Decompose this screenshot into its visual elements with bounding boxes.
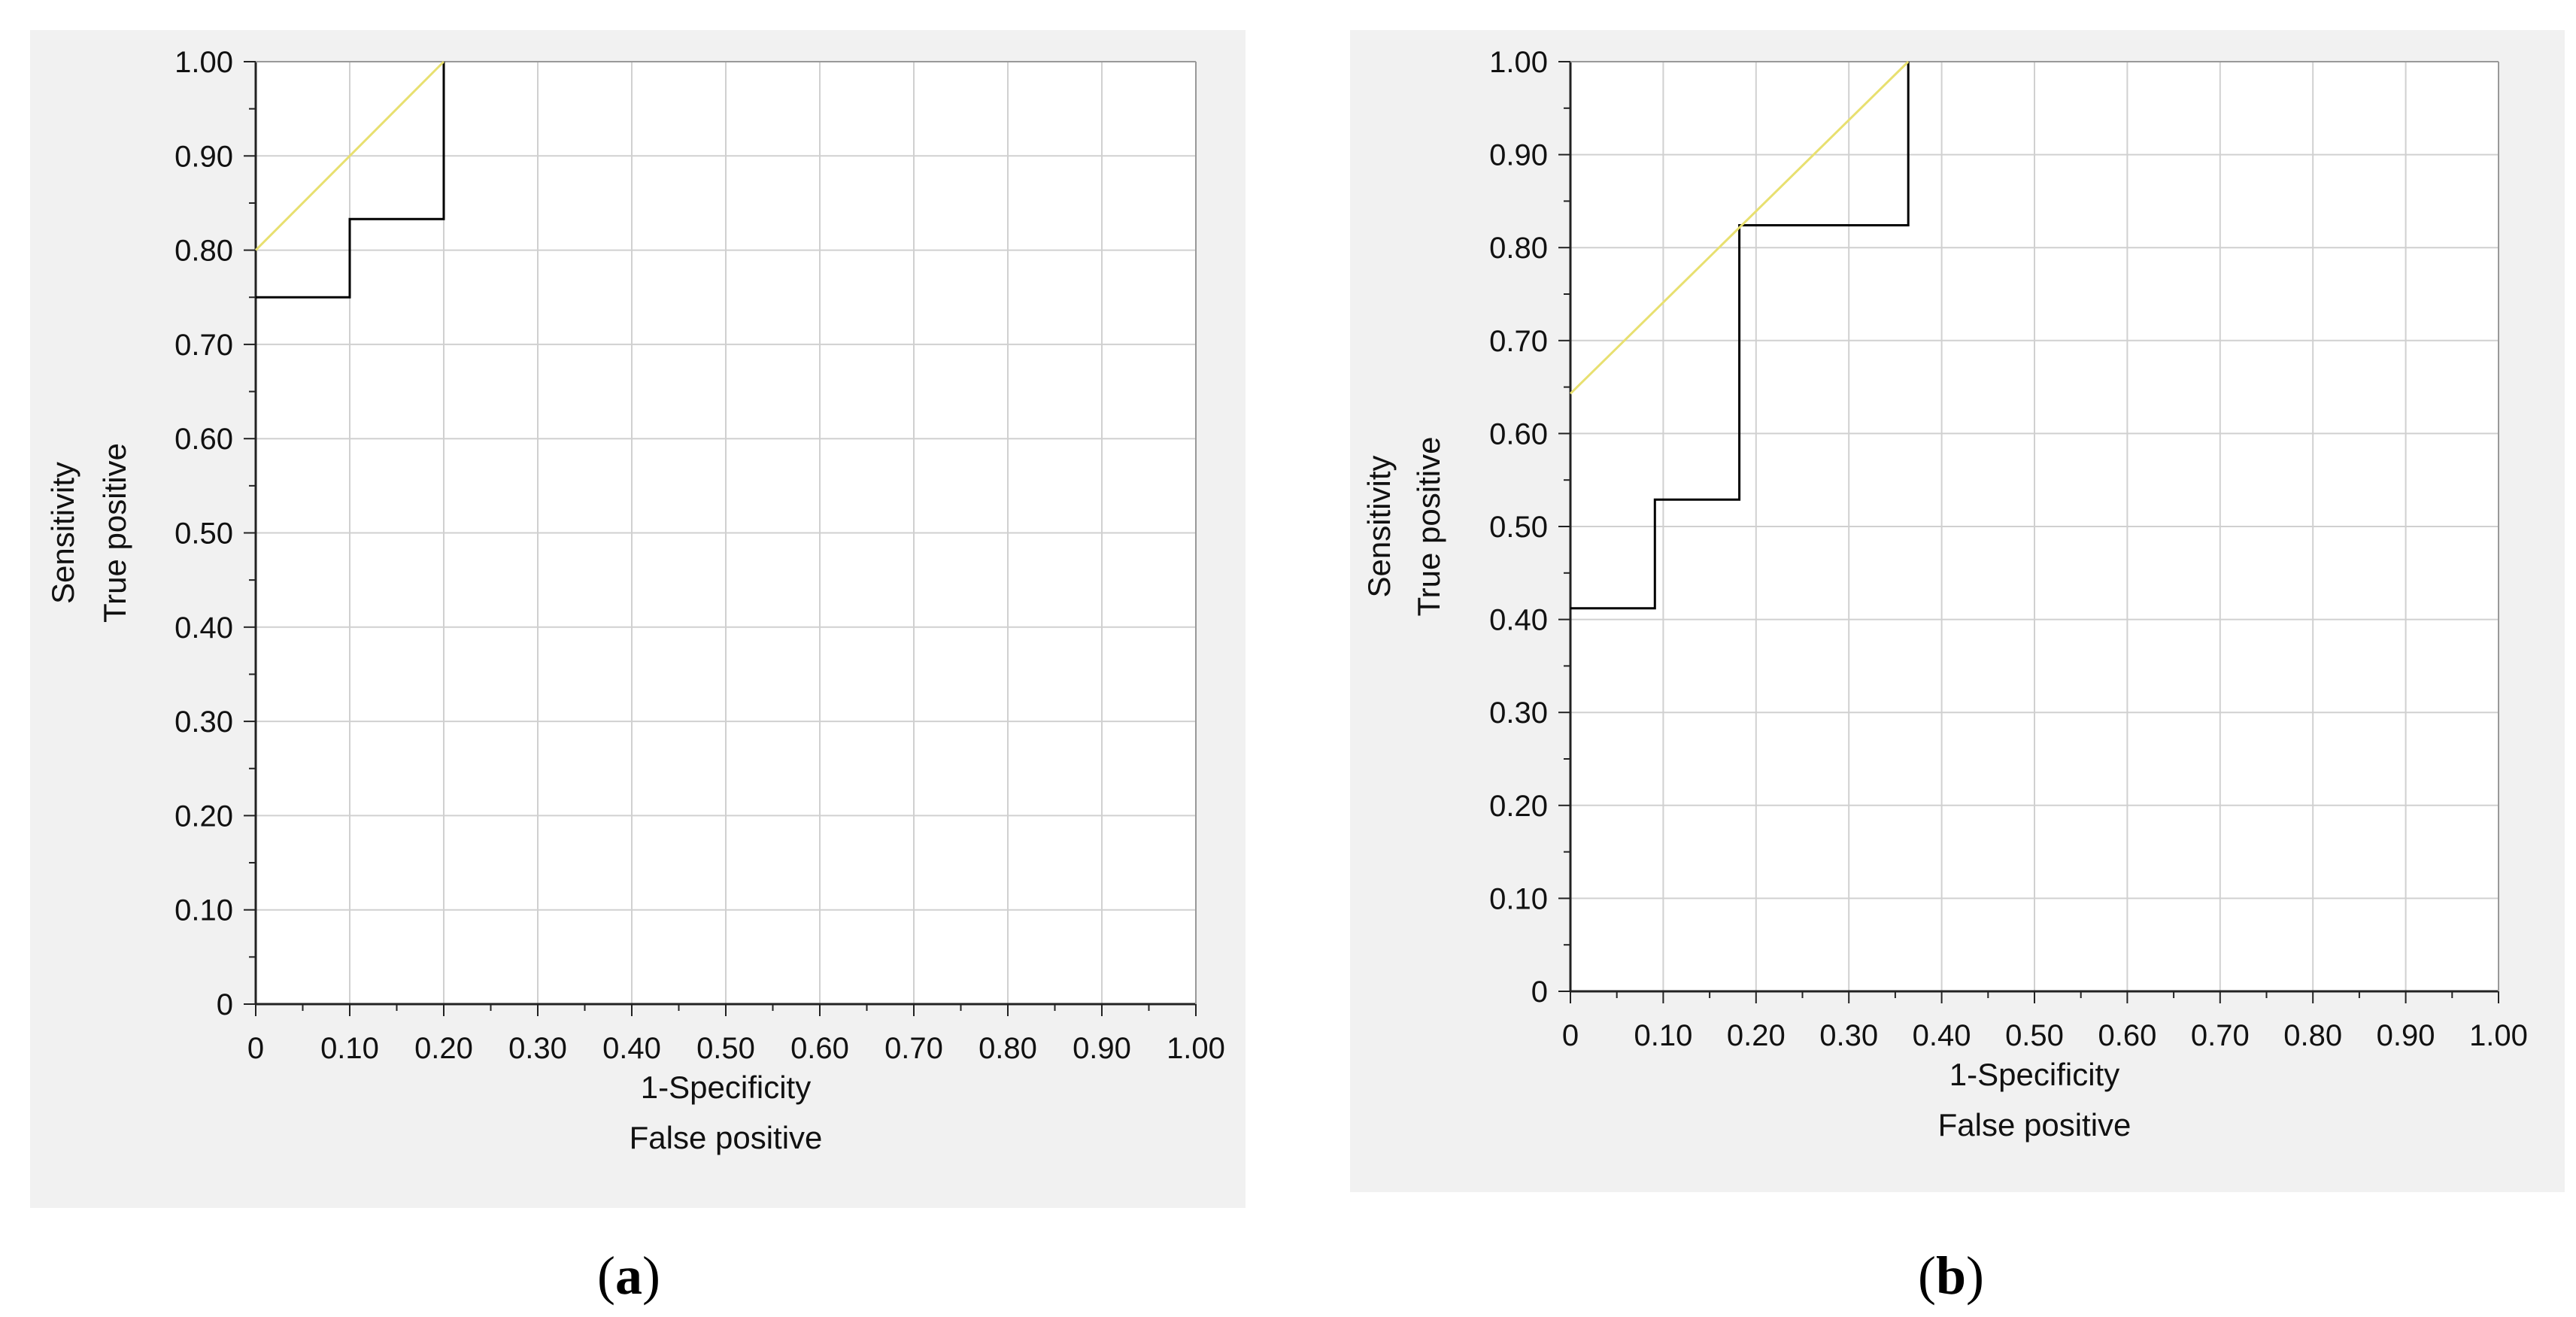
reference-line (1569, 60, 1910, 395)
x-tick-label: 0.40 (602, 1032, 661, 1065)
y-tick-label: 0.20 (174, 800, 233, 833)
x-tick-label: 0.50 (2005, 1019, 2064, 1052)
roc-curve-line (1570, 62, 1910, 610)
x-tick-label: 0.40 (1913, 1019, 1971, 1052)
y-tick-label: 1.00 (174, 46, 233, 79)
y-axis-subtitle: True positive (97, 443, 132, 623)
y-tick-label: 0.50 (174, 517, 233, 551)
y-tick-label: 0.30 (174, 706, 233, 739)
x-axis-title: 1-Specificity (641, 1070, 811, 1105)
x-tick-label: 0.70 (2191, 1019, 2250, 1052)
x-tick-label: 0.90 (2377, 1019, 2435, 1052)
y-tick-label: 0.30 (1489, 696, 1548, 730)
y-tick-label: 0.80 (174, 235, 233, 268)
y-tick-label: 0.20 (1489, 790, 1548, 823)
x-tick-label: 1.00 (1167, 1032, 1225, 1065)
roc-curve-line (256, 62, 445, 299)
x-tick-label: 1.00 (2469, 1019, 2528, 1052)
y-tick-label: 0.70 (1489, 325, 1548, 358)
y-tick-label: 0.70 (174, 329, 233, 362)
y-tick-label: 0.60 (1489, 417, 1548, 451)
x-tick-label: 0.20 (414, 1032, 473, 1065)
x-tick-label: 0.60 (2098, 1019, 2156, 1052)
y-tick-label: 0.10 (1489, 882, 1548, 915)
caption-a: (a) (597, 1246, 660, 1306)
x-tick-label: 0.20 (1727, 1019, 1786, 1052)
caption-b: (b) (1917, 1246, 1985, 1306)
caption-b-letter: b (1935, 1246, 1967, 1306)
reference-line (254, 60, 445, 251)
y-tick-label: 0.40 (174, 611, 233, 645)
x-tick-label: 0.30 (508, 1032, 567, 1065)
x-axis-subtitle: False positive (630, 1120, 823, 1155)
x-tick-label: 0.60 (790, 1032, 849, 1065)
x-tick-label: 0.80 (979, 1032, 1037, 1065)
y-tick-label: 0.90 (1489, 139, 1548, 172)
y-tick-label: 0.90 (174, 140, 233, 173)
caption-a-letter: a (615, 1246, 642, 1306)
y-axis-title: Sensitivity (45, 462, 80, 604)
y-tick-label: 0.40 (1489, 604, 1548, 637)
y-axis-title: Sensitivity (1361, 455, 1397, 597)
x-axis-subtitle: False positive (1938, 1107, 2131, 1143)
x-tick-label: 0.30 (1819, 1019, 1878, 1052)
x-tick-label: 0.80 (2283, 1019, 2342, 1052)
y-tick-label: 0 (1531, 976, 1548, 1009)
y-tick-label: 0.80 (1489, 232, 1548, 265)
x-tick-label: 0.70 (884, 1032, 943, 1065)
x-tick-label: 0 (247, 1032, 264, 1065)
x-tick-label: 0.50 (696, 1032, 755, 1065)
x-tick-label: 0.90 (1073, 1032, 1131, 1065)
x-tick-label: 0 (1562, 1019, 1579, 1052)
y-axis-subtitle: True positive (1411, 437, 1446, 617)
y-tick-label: 0.10 (174, 894, 233, 927)
x-axis-title: 1-Specificity (1949, 1057, 2119, 1092)
y-tick-label: 0 (217, 988, 233, 1021)
y-tick-label: 1.00 (1489, 46, 1548, 79)
x-tick-label: 0.10 (320, 1032, 379, 1065)
y-tick-label: 0.60 (174, 423, 233, 456)
y-tick-label: 0.50 (1489, 511, 1548, 544)
x-tick-label: 0.10 (1634, 1019, 1692, 1052)
